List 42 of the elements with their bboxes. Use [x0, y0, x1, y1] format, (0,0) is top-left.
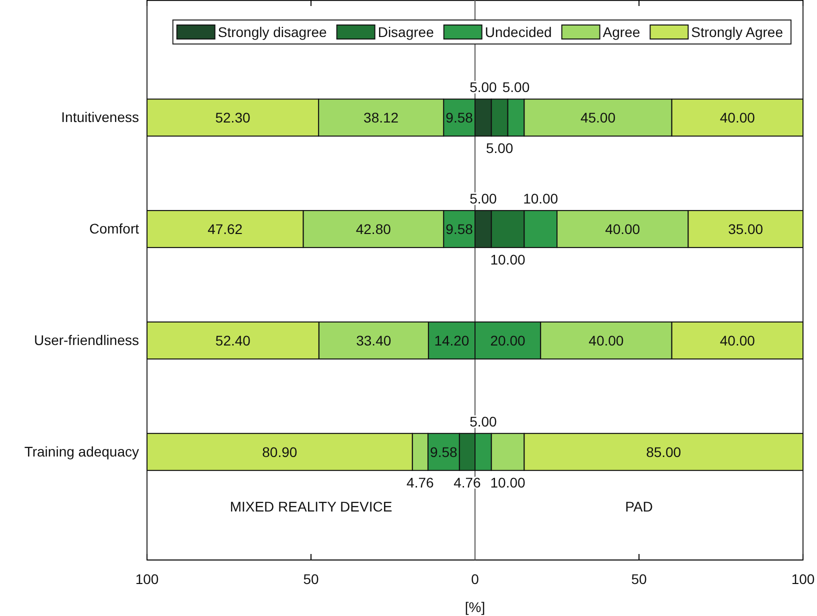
data-label: 80.90	[262, 444, 298, 460]
x-tick-label: 0	[471, 570, 480, 587]
data-label: 9.58	[446, 221, 474, 238]
annotation: PAD	[625, 498, 653, 514]
data-label: 52.30	[215, 110, 250, 126]
data-label: 33.40	[356, 332, 392, 348]
data-label: 85.00	[646, 444, 682, 460]
legend-label: Agree	[602, 24, 640, 40]
y-tick-label: Intuitiveness	[61, 109, 139, 126]
data-label: 10.00	[490, 252, 526, 268]
x-tick-label: 100	[791, 570, 815, 587]
data-label: 40.00	[588, 332, 624, 348]
data-label: 47.62	[208, 221, 243, 238]
y-tick-label: Training adequacy	[24, 443, 139, 460]
data-label: 52.40	[215, 332, 251, 348]
data-label: 10.00	[490, 474, 526, 490]
x-tick-label: 50	[303, 570, 319, 587]
x-tick-label: 100	[135, 570, 159, 587]
data-label: 5.00	[486, 140, 514, 156]
x-axis-title: [%]	[464, 599, 486, 615]
y-tick-label: User-friendliness	[34, 332, 139, 348]
legend-label: Undecided	[484, 24, 552, 40]
legend-label: Disagree	[378, 24, 434, 40]
data-label: 40.00	[605, 221, 640, 238]
data-label: 45.00	[580, 110, 616, 126]
data-label: 14.20	[434, 332, 470, 348]
x-tick-label: 50	[631, 570, 647, 587]
y-tick-label: Comfort	[89, 220, 140, 237]
data-label: 40.00	[720, 332, 756, 348]
data-label: 38.12	[364, 110, 399, 126]
data-label: 9.58	[446, 110, 474, 126]
annotation: MIXED REALITY DEVICE	[230, 498, 392, 514]
data-label: 9.58	[430, 444, 458, 460]
legend-label: Strongly Agree	[691, 24, 784, 40]
data-label: 5.00	[502, 79, 530, 96]
data-label: 42.80	[356, 221, 392, 238]
data-label: 20.00	[490, 332, 526, 348]
data-label: 35.00	[728, 221, 764, 238]
data-label: 10.00	[523, 190, 558, 207]
data-label: 4.76	[406, 474, 434, 490]
data-label: 40.00	[720, 110, 756, 126]
legend-label: Strongly disagree	[218, 24, 328, 40]
